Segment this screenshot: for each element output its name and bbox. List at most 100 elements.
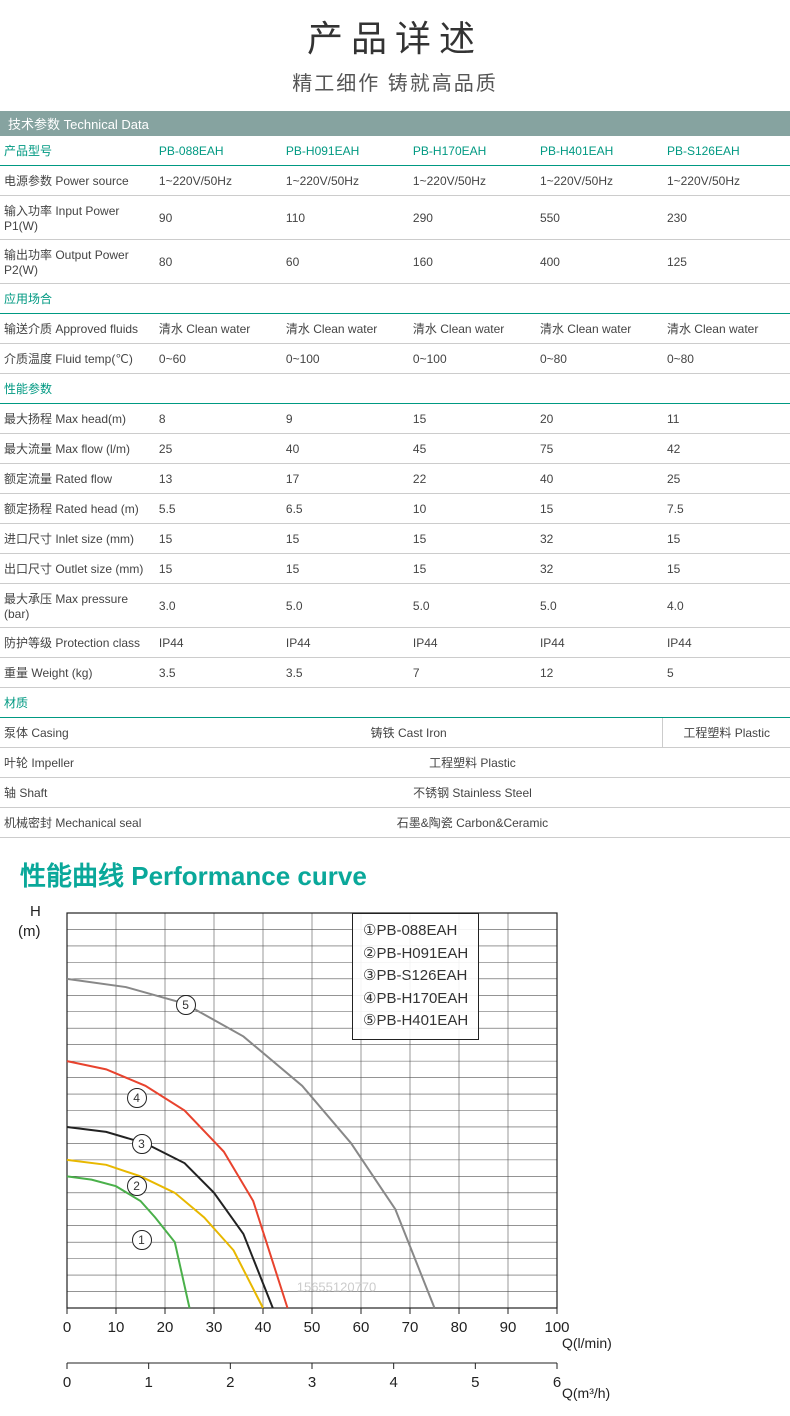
cell-value: 90 [155, 196, 282, 240]
svg-text:10: 10 [108, 1319, 125, 1336]
cell-value: 15 [536, 494, 663, 524]
cell-value: IP44 [155, 628, 282, 658]
cell-value: 75 [536, 434, 663, 464]
curve-marker: 2 [127, 1176, 147, 1196]
cell-value: IP44 [663, 628, 790, 658]
cell-value: 6.5 [282, 494, 409, 524]
cell-value: 15 [409, 524, 536, 554]
cell-value: 25 [663, 464, 790, 494]
cell-value: 80 [155, 240, 282, 284]
cell-value: 1~220V/50Hz [663, 166, 790, 196]
cell-value: 3.5 [155, 658, 282, 688]
cell-value: 7.5 [663, 494, 790, 524]
svg-text:80: 80 [451, 1319, 468, 1336]
cell-value: 22 [409, 464, 536, 494]
seal-val: 石墨&陶瓷 Carbon&Ceramic [155, 808, 790, 838]
svg-text:1: 1 [144, 1374, 152, 1391]
model-1: PB-H091EAH [282, 136, 409, 166]
spec-table: 产品型号 PB-088EAH PB-H091EAH PB-H170EAH PB-… [0, 136, 790, 838]
row-label: 最大流量 Max flow (l/m) [0, 434, 155, 464]
svg-text:0: 0 [63, 1374, 71, 1391]
cell-value: 0~100 [409, 344, 536, 374]
cell-value: 40 [282, 434, 409, 464]
model-header-row: 产品型号 PB-088EAH PB-H091EAH PB-H170EAH PB-… [0, 136, 790, 166]
cell-value: 15 [282, 524, 409, 554]
section-application: 应用场合 [0, 284, 790, 314]
section-material: 材质 [0, 688, 790, 718]
row-label: 介质温度 Fluid temp(℃) [0, 344, 155, 374]
cell-value: IP44 [536, 628, 663, 658]
svg-text:6: 6 [553, 1374, 561, 1391]
performance-curve-title: 性能曲线 Performance curve [20, 856, 790, 893]
cell-value: 32 [536, 524, 663, 554]
table-row: 额定流量 Rated flow1317224025 [0, 464, 790, 494]
cell-value: 9 [282, 404, 409, 434]
row-label: 额定扬程 Rated head (m) [0, 494, 155, 524]
cell-value: 8 [155, 404, 282, 434]
cell-value: 25 [155, 434, 282, 464]
row-label: 输送介质 Approved fluids [0, 314, 155, 344]
table-row: 防护等级 Protection classIP44IP44IP44IP44IP4… [0, 628, 790, 658]
casing-val2: 工程塑料 Plastic [663, 718, 790, 748]
cell-value: 5 [663, 658, 790, 688]
table-row: 输出功率 Output Power P2(W)8060160400125 [0, 240, 790, 284]
legend-item: ④PB-H170EAH [363, 988, 468, 1011]
svg-text:4: 4 [389, 1374, 397, 1391]
cell-value: 15 [155, 524, 282, 554]
table-row: 出口尺寸 Outlet size (mm)1515153215 [0, 554, 790, 584]
cell-value: 550 [536, 196, 663, 240]
row-label: 电源参数 Power source [0, 166, 155, 196]
seal-label: 机械密封 Mechanical seal [0, 808, 155, 838]
cell-value: 5.5 [155, 494, 282, 524]
model-4: PB-S126EAH [663, 136, 790, 166]
svg-text:20: 20 [157, 1319, 174, 1336]
row-label: 输出功率 Output Power P2(W) [0, 240, 155, 284]
curve-marker: 1 [132, 1230, 152, 1250]
cell-value: 4.0 [663, 584, 790, 628]
cell-value: 400 [536, 240, 663, 284]
cell-value: 15 [663, 524, 790, 554]
cell-value: 5.0 [409, 584, 536, 628]
curve-marker: 4 [127, 1088, 147, 1108]
cell-value: 1~220V/50Hz [155, 166, 282, 196]
cell-value: 1~220V/50Hz [409, 166, 536, 196]
cell-value: 0~80 [663, 344, 790, 374]
table-row: 介质温度 Fluid temp(℃)0~600~1000~1000~800~80 [0, 344, 790, 374]
model-0: PB-088EAH [155, 136, 282, 166]
model-label: 产品型号 [0, 136, 155, 166]
row-label: 输入功率 Input Power P1(W) [0, 196, 155, 240]
legend-item: ③PB-S126EAH [363, 965, 468, 988]
table-row: 最大扬程 Max head(m)89152011 [0, 404, 790, 434]
cell-value: 5.0 [282, 584, 409, 628]
legend-item: ⑤PB-H401EAH [363, 1010, 468, 1033]
cell-value: IP44 [282, 628, 409, 658]
svg-text:90: 90 [500, 1319, 517, 1336]
cell-value: 15 [409, 554, 536, 584]
chart-legend: ①PB-088EAH②PB-H091EAH③PB-S126EAH④PB-H170… [352, 913, 479, 1040]
cell-value: 1~220V/50Hz [282, 166, 409, 196]
casing-label: 泵体 Casing [0, 718, 155, 748]
cell-value: 清水 Clean water [409, 314, 536, 344]
cell-value: 125 [663, 240, 790, 284]
table-row: 进口尺寸 Inlet size (mm)1515153215 [0, 524, 790, 554]
cell-value: 清水 Clean water [155, 314, 282, 344]
svg-text:15655120770: 15655120770 [297, 1280, 377, 1295]
svg-text:2: 2 [226, 1374, 234, 1391]
row-label: 进口尺寸 Inlet size (mm) [0, 524, 155, 554]
shaft-label: 轴 Shaft [0, 778, 155, 808]
svg-text:40: 40 [255, 1319, 272, 1336]
svg-text:70: 70 [402, 1319, 419, 1336]
sub-title: 精工细作 铸就高品质 [0, 67, 790, 96]
cell-value: 3.5 [282, 658, 409, 688]
cell-value: 5.0 [536, 584, 663, 628]
row-label: 重量 Weight (kg) [0, 658, 155, 688]
cell-value: 清水 Clean water [663, 314, 790, 344]
table-row: 电源参数 Power source1~220V/50Hz1~220V/50Hz1… [0, 166, 790, 196]
cell-value: 230 [663, 196, 790, 240]
cell-value: 32 [536, 554, 663, 584]
svg-text:30: 30 [206, 1319, 223, 1336]
cell-value: 清水 Clean water [536, 314, 663, 344]
legend-item: ②PB-H091EAH [363, 943, 468, 966]
shaft-val: 不锈钢 Stainless Steel [155, 778, 790, 808]
chart-svg: 36912151821240102030405060708090100Q(l/m… [62, 908, 622, 1413]
